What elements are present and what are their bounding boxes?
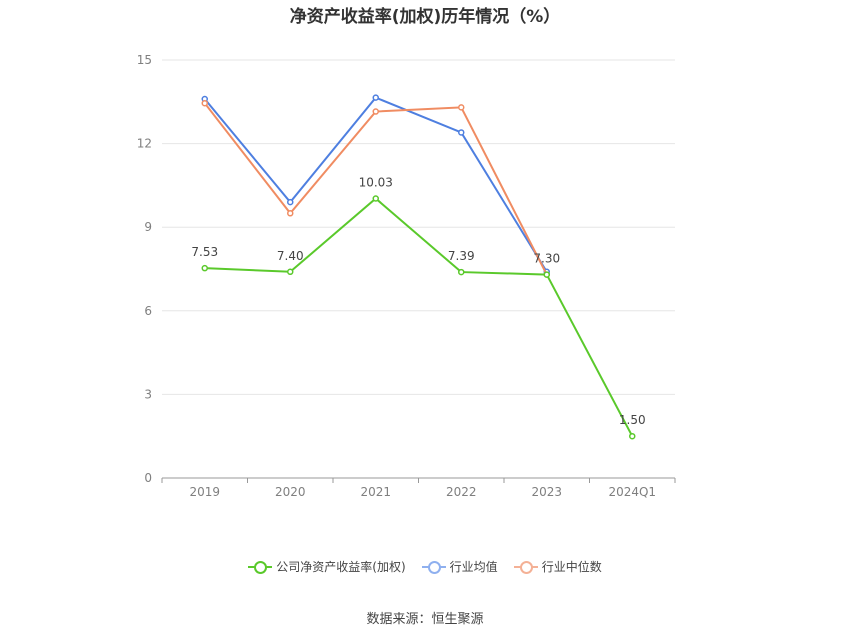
x-tick-label-2: 2021: [360, 485, 391, 499]
x-tick-label-5: 2024Q1: [608, 485, 656, 499]
legend-marker-industry-mean: [421, 560, 446, 574]
data-point-s1-1[interactable]: [287, 198, 294, 206]
series-line-0: [204, 197, 634, 437]
data-label-1: 7.40: [277, 249, 304, 263]
y-tick-label-0: 0: [144, 471, 152, 485]
legend-marker-industry-median: [513, 560, 538, 574]
data-point-s0-1[interactable]: [287, 268, 294, 276]
data-label-4: 7.30: [533, 252, 560, 266]
x-tick-label-1: 2020: [275, 485, 306, 499]
legend-marker-company-roe: [248, 560, 273, 574]
data-point-s2-3[interactable]: [458, 104, 465, 111]
data-point-s2-0[interactable]: [201, 99, 208, 107]
data-source: 数据来源：恒生聚源: [366, 612, 484, 627]
legend-label-industry-mean: 行业均值: [449, 560, 498, 574]
grid-lines: [162, 59, 675, 395]
data-point-s2-1[interactable]: [287, 210, 294, 217]
data-label-2: 10.03: [359, 175, 393, 189]
data-point-s0-3[interactable]: [458, 268, 465, 276]
y-tick-label-3: 9: [144, 220, 152, 234]
axes: 0 3 6 9 12 15 2019 2020 2021 2022 2023 2024Q1: [137, 53, 676, 499]
data-labels: 7.53 7.40 10.03 7.39 7.30 1.50: [191, 175, 645, 427]
legend-item-industry-mean[interactable]: 行业均值: [421, 558, 498, 575]
data-point-s1-3[interactable]: [458, 129, 465, 136]
x-tick-label-4: 2023: [531, 485, 562, 499]
legend: 公司净资产收益率(加权) 行业均值 行业中位数: [0, 558, 850, 575]
data-point-s0-2[interactable]: [372, 195, 379, 202]
data-point-s0-5[interactable]: [629, 432, 636, 440]
y-tick-label-5: 15: [137, 53, 152, 67]
data-point-s0-4[interactable]: [543, 271, 550, 278]
data-label-0: 7.53: [191, 245, 218, 259]
y-tick-label-2: 6: [144, 304, 152, 318]
chart-title: 净资产收益率(加权)历年情况（%）: [289, 7, 561, 27]
y-tick-label-4: 12: [137, 137, 152, 151]
legend-item-industry-median[interactable]: 行业中位数: [513, 558, 602, 575]
data-point-s2-2[interactable]: [372, 108, 379, 115]
y-tick-label-1: 3: [144, 387, 152, 401]
series-lines: [201, 94, 636, 440]
data-label-3: 7.39: [448, 249, 475, 263]
legend-item-company-roe[interactable]: 公司净资产收益率(加权): [248, 558, 406, 575]
data-point-s0-0[interactable]: [201, 264, 208, 272]
legend-label-industry-median: 行业中位数: [541, 560, 602, 574]
legend-label-company-roe: 公司净资产收益率(加权): [276, 560, 406, 574]
data-label-5: 1.50: [619, 413, 646, 427]
data-point-s1-2[interactable]: [372, 94, 379, 101]
x-tick-label-0: 2019: [189, 485, 220, 499]
x-tick-label-3: 2022: [446, 485, 477, 499]
